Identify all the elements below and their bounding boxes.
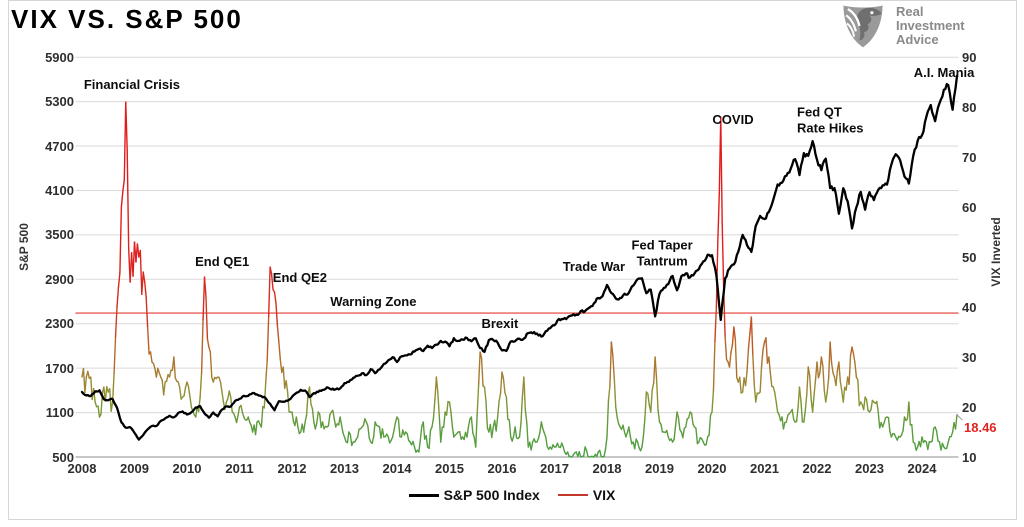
- legend-item-sp500: S&P 500 Index: [408, 487, 540, 503]
- legend-label-sp500: S&P 500 Index: [443, 487, 540, 503]
- legend-item-vix: VIX: [557, 487, 616, 503]
- legend: S&P 500 Index VIX: [0, 487, 1024, 503]
- sp500-line-swatch: [408, 493, 439, 497]
- vix-line-swatch: [557, 494, 588, 496]
- legend-label-vix: VIX: [592, 487, 616, 503]
